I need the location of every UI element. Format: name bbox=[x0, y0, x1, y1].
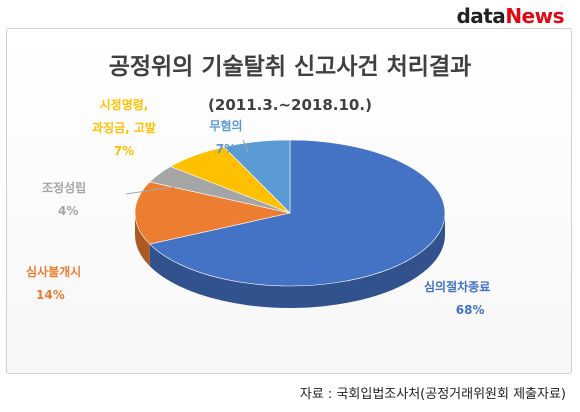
slice-percent: 7% bbox=[215, 142, 237, 156]
slice-percent: 68% bbox=[455, 303, 485, 317]
source-note: 자료 : 국회입법조사처(공정거래위원회 제출자료) bbox=[299, 387, 566, 402]
slice-label-심의절차종료: 심의절차종료 68% bbox=[424, 276, 490, 322]
slice-name: 심의절차종료 bbox=[424, 280, 491, 294]
pie-slice-1 bbox=[134, 181, 291, 245]
slice-label-무혐의: 무혐의 7% bbox=[196, 115, 256, 161]
pie-slice-4 bbox=[223, 139, 291, 214]
slice-label-심사불개시: 심사불개시 14% bbox=[26, 261, 81, 307]
slice-label-시정명령: 시정명령, 과징금, 고발 7% bbox=[76, 94, 172, 163]
pie-side-1 bbox=[135, 213, 150, 267]
datanews-logo: dataNews bbox=[456, 4, 564, 28]
pie-slices bbox=[134, 139, 446, 287]
chart-title: 공정위의 기술탈취 신고사건 처리결과 bbox=[108, 54, 472, 80]
leader-lines bbox=[125, 139, 249, 195]
logo-part-data: data bbox=[456, 4, 506, 28]
leader-line-1 bbox=[125, 185, 181, 195]
slice-name: 심사불개시 bbox=[26, 265, 82, 279]
pie-side-0 bbox=[149, 213, 445, 308]
pie-slice-0 bbox=[149, 139, 446, 287]
leader-line-0 bbox=[242, 139, 249, 153]
slice-percent: 14% bbox=[36, 288, 65, 302]
slice-name-line-1: 시정명령, bbox=[99, 98, 149, 112]
slice-percent: 7% bbox=[113, 144, 135, 158]
slice-label-조정성립: 조정성립 4% bbox=[42, 177, 86, 223]
slice-percent: 4% bbox=[58, 204, 79, 218]
slice-name: 조정성립 bbox=[42, 181, 87, 195]
slice-name: 무혐의 bbox=[209, 119, 243, 133]
pie-side-walls bbox=[135, 213, 445, 308]
logo-part-news: News bbox=[505, 4, 564, 28]
slice-name-line-2: 과징금, 고발 bbox=[92, 121, 156, 135]
chart-subtitle: (2011.3.~2018.10.) bbox=[208, 96, 372, 114]
